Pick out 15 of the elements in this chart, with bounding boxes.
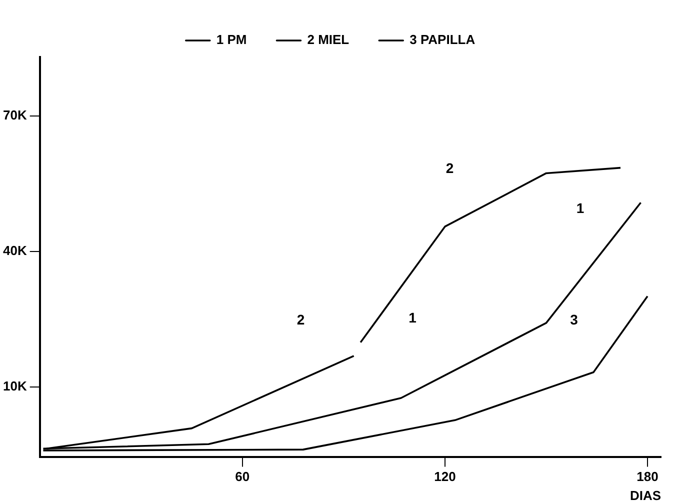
legend-label: 3 PAPILLA — [410, 32, 476, 48]
annotation: 1 — [576, 200, 584, 216]
annotation: 3 — [570, 312, 578, 328]
annotation: 2 — [296, 312, 305, 328]
y-tick-label: 10K — [2, 378, 28, 394]
y-tick-label: 70K — [2, 107, 28, 122]
y-tick-label: 40K — [2, 243, 28, 258]
annotation: 2 — [446, 160, 454, 176]
legend-label: 2 MIEL — [307, 32, 350, 48]
x-axis-title: DIAS — [630, 488, 662, 503]
x-tick-label: 120 — [434, 469, 456, 484]
x-tick-label: 60 — [235, 469, 250, 484]
x-tick-label: 180 — [636, 469, 658, 484]
annotation: 1 — [408, 310, 417, 326]
legend-label: 1 PM — [216, 32, 247, 48]
